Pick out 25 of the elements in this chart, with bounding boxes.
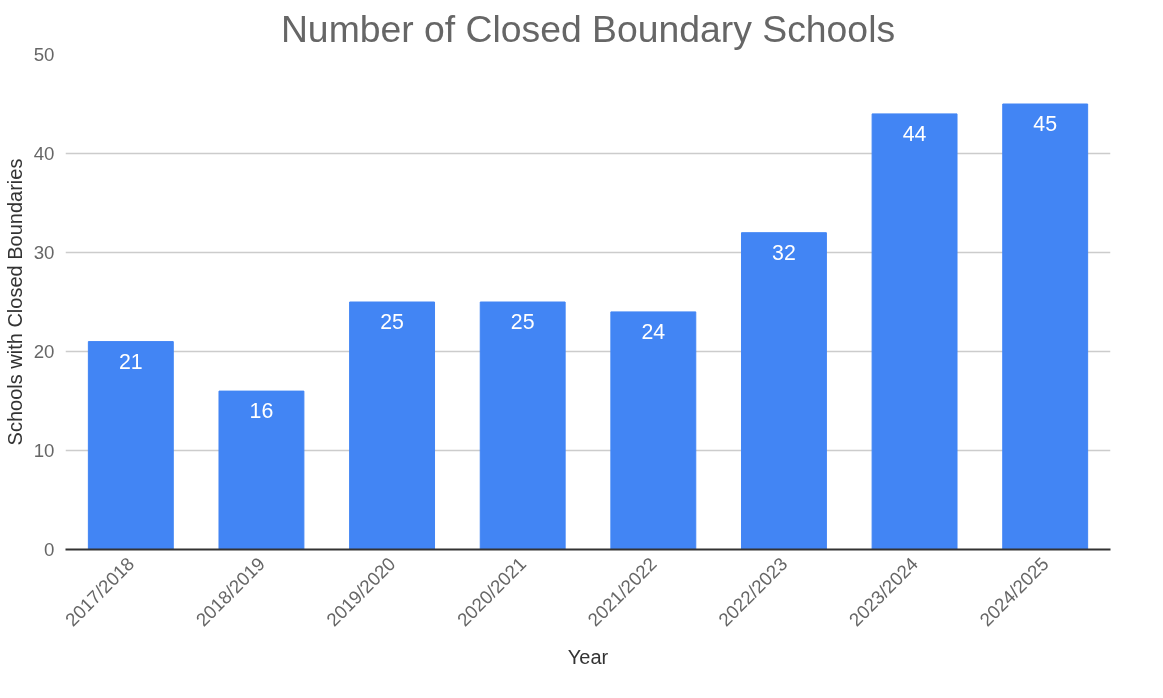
data-label: 25	[380, 310, 404, 334]
data-label: 24	[641, 319, 666, 344]
y-tick-label: 40	[33, 143, 55, 164]
y-tick-label: 0	[44, 539, 55, 560]
x-axis-title: Year	[567, 645, 609, 668]
bar	[1002, 103, 1089, 550]
y-tick-label: 30	[33, 242, 55, 263]
data-label: 45	[1033, 112, 1058, 136]
data-label: 32	[772, 240, 796, 265]
bar	[871, 113, 958, 550]
y-tick-label: 10	[33, 440, 55, 461]
data-label: 44	[902, 121, 927, 146]
bar	[479, 301, 566, 550]
bar	[740, 232, 827, 550]
bar	[218, 390, 305, 550]
bar	[87, 341, 174, 550]
data-label: 21	[118, 349, 143, 374]
data-label: 25	[510, 310, 535, 334]
data-label: 16	[249, 399, 274, 424]
chart-title: Number of Closed Boundary Schools	[280, 7, 896, 50]
y-axis-title: Schools with Closed Boundaries	[3, 158, 26, 446]
y-tick-label: 50	[33, 44, 55, 65]
bar	[349, 301, 436, 550]
bar	[610, 311, 697, 550]
y-tick-label: 20	[33, 341, 55, 362]
